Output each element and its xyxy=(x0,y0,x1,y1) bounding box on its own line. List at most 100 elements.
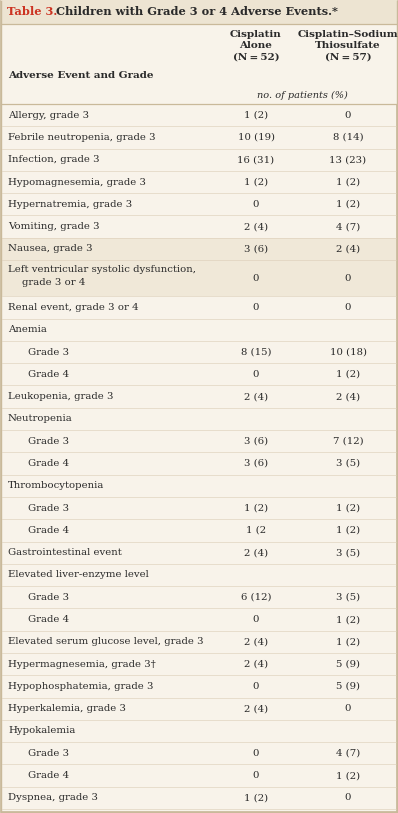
Text: 1 (2: 1 (2 xyxy=(246,526,266,535)
Text: 10 (18): 10 (18) xyxy=(330,347,367,357)
Bar xyxy=(2,363,396,385)
Text: 0: 0 xyxy=(345,274,351,283)
Text: Left ventricular systolic dysfunction,: Left ventricular systolic dysfunction, xyxy=(8,265,196,274)
Text: 1 (2): 1 (2) xyxy=(336,526,360,535)
Bar xyxy=(2,563,396,586)
Bar xyxy=(2,193,396,215)
Text: 13 (23): 13 (23) xyxy=(330,155,367,164)
Text: Grade 4: Grade 4 xyxy=(28,459,69,468)
Text: Children with Grade 3 or 4 Adverse Events.*: Children with Grade 3 or 4 Adverse Event… xyxy=(52,7,338,18)
Bar xyxy=(2,408,396,430)
Text: Adverse Event and Grade: Adverse Event and Grade xyxy=(8,72,154,80)
Text: 2 (4): 2 (4) xyxy=(336,392,360,401)
Text: 0: 0 xyxy=(253,615,259,624)
Text: Renal event, grade 3 or 4: Renal event, grade 3 or 4 xyxy=(8,303,139,312)
Text: 3 (5): 3 (5) xyxy=(336,459,360,468)
Text: Grade 4: Grade 4 xyxy=(28,526,69,535)
Bar xyxy=(2,608,396,631)
Bar xyxy=(2,452,396,475)
Text: 1 (2): 1 (2) xyxy=(244,793,268,802)
Bar xyxy=(2,742,396,764)
Text: Grade 4: Grade 4 xyxy=(28,615,69,624)
Bar xyxy=(2,260,396,296)
Bar xyxy=(2,631,396,653)
Bar xyxy=(2,475,396,497)
Text: Grade 4: Grade 4 xyxy=(28,771,69,780)
Text: 6 (12): 6 (12) xyxy=(241,593,271,602)
Bar xyxy=(2,764,396,787)
Bar xyxy=(2,497,396,520)
Text: 5 (9): 5 (9) xyxy=(336,682,360,691)
Text: 0: 0 xyxy=(253,370,259,379)
Bar xyxy=(2,385,396,408)
Text: Infection, grade 3: Infection, grade 3 xyxy=(8,155,100,164)
Text: Hypokalemia: Hypokalemia xyxy=(8,727,75,736)
Text: 1 (2): 1 (2) xyxy=(336,200,360,209)
Text: Hypernatremia, grade 3: Hypernatremia, grade 3 xyxy=(8,200,132,209)
Text: 2 (4): 2 (4) xyxy=(244,704,268,713)
Text: 1 (2): 1 (2) xyxy=(336,771,360,780)
Text: 0: 0 xyxy=(345,704,351,713)
Text: 1 (2): 1 (2) xyxy=(336,370,360,379)
Text: 2 (4): 2 (4) xyxy=(244,222,268,231)
Text: 10 (19): 10 (19) xyxy=(238,133,275,142)
Text: 0: 0 xyxy=(345,303,351,312)
Text: Elevated liver-enzyme level: Elevated liver-enzyme level xyxy=(8,571,149,580)
Text: Gastrointestinal event: Gastrointestinal event xyxy=(8,548,122,557)
Bar xyxy=(1,0,397,24)
Text: 0: 0 xyxy=(253,303,259,312)
Text: 3 (6): 3 (6) xyxy=(244,459,268,468)
Text: 4 (7): 4 (7) xyxy=(336,749,360,758)
Text: 2 (4): 2 (4) xyxy=(244,659,268,668)
Text: Hypomagnesemia, grade 3: Hypomagnesemia, grade 3 xyxy=(8,177,146,186)
Text: Vomiting, grade 3: Vomiting, grade 3 xyxy=(8,222,100,231)
Text: 2 (4): 2 (4) xyxy=(336,245,360,254)
Text: 0: 0 xyxy=(253,771,259,780)
Bar xyxy=(2,319,396,341)
Bar xyxy=(2,430,396,452)
Bar xyxy=(2,698,396,720)
Text: 7 (12): 7 (12) xyxy=(333,437,363,446)
Text: Cisplatin–Sodium
Thiosulfate
(N = 57): Cisplatin–Sodium Thiosulfate (N = 57) xyxy=(298,30,398,62)
Text: 8 (15): 8 (15) xyxy=(241,347,271,357)
Text: Allergy, grade 3: Allergy, grade 3 xyxy=(8,111,89,120)
Text: 8 (14): 8 (14) xyxy=(333,133,363,142)
Text: Thrombocytopenia: Thrombocytopenia xyxy=(8,481,104,490)
Text: 0: 0 xyxy=(253,274,259,283)
Text: 2 (4): 2 (4) xyxy=(244,392,268,401)
Text: 2 (4): 2 (4) xyxy=(244,548,268,557)
Bar xyxy=(2,171,396,193)
Text: 1 (2): 1 (2) xyxy=(336,637,360,646)
Text: 1 (2): 1 (2) xyxy=(244,503,268,512)
Bar xyxy=(2,104,396,126)
Bar xyxy=(2,787,396,809)
Bar xyxy=(2,126,396,149)
Bar xyxy=(2,586,396,608)
Text: Neutropenia: Neutropenia xyxy=(8,415,73,424)
Text: Grade 3: Grade 3 xyxy=(28,503,69,512)
Text: 0: 0 xyxy=(253,749,259,758)
Text: 2 (4): 2 (4) xyxy=(244,637,268,646)
Text: Table 3.: Table 3. xyxy=(7,7,57,18)
Text: Hypophosphatemia, grade 3: Hypophosphatemia, grade 3 xyxy=(8,682,154,691)
Text: no. of patients (%): no. of patients (%) xyxy=(257,90,347,99)
Bar xyxy=(2,541,396,563)
Text: 3 (6): 3 (6) xyxy=(244,245,268,254)
Bar xyxy=(2,676,396,698)
Text: 16 (31): 16 (31) xyxy=(238,155,275,164)
Text: Anemia: Anemia xyxy=(8,325,47,334)
Bar xyxy=(2,520,396,541)
Text: grade 3 or 4: grade 3 or 4 xyxy=(22,278,86,287)
Text: Hyperkalemia, grade 3: Hyperkalemia, grade 3 xyxy=(8,704,126,713)
Text: Grade 4: Grade 4 xyxy=(28,370,69,379)
Text: Dyspnea, grade 3: Dyspnea, grade 3 xyxy=(8,793,98,802)
Text: Leukopenia, grade 3: Leukopenia, grade 3 xyxy=(8,392,113,401)
Text: 3 (5): 3 (5) xyxy=(336,548,360,557)
Text: 1 (2): 1 (2) xyxy=(244,111,268,120)
Bar xyxy=(2,720,396,742)
Text: 4 (7): 4 (7) xyxy=(336,222,360,231)
Text: Hypermagnesemia, grade 3†: Hypermagnesemia, grade 3† xyxy=(8,659,156,668)
Text: 5 (9): 5 (9) xyxy=(336,659,360,668)
Text: Elevated serum glucose level, grade 3: Elevated serum glucose level, grade 3 xyxy=(8,637,204,646)
Bar xyxy=(2,341,396,363)
